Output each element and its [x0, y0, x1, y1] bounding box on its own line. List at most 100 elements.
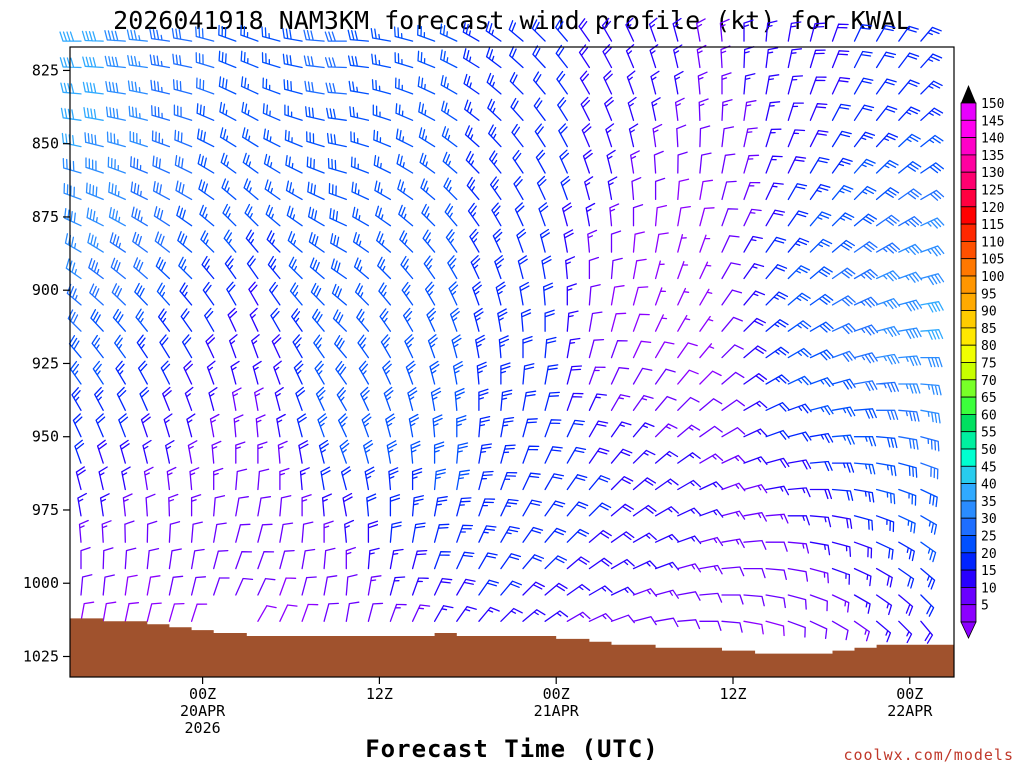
colorbar-label: 35 [981, 495, 997, 510]
wind-barb [632, 204, 644, 227]
wind-barb [200, 230, 215, 253]
wind-barb [831, 76, 851, 95]
colorbar-label: 5 [981, 599, 989, 614]
wind-barb [433, 468, 447, 491]
wind-barb [326, 132, 347, 148]
wind-barb [787, 541, 810, 554]
wind-barb [544, 336, 557, 359]
wind-barb [389, 548, 404, 570]
wind-barb [743, 512, 767, 522]
wind-barb [765, 620, 785, 637]
wind-barb [743, 19, 754, 42]
wind-barb [81, 30, 104, 42]
wind-barb [367, 575, 382, 596]
wind-barb [175, 180, 193, 201]
wind-barb [652, 123, 663, 148]
wind-barb [853, 541, 873, 559]
colorbar-label: 60 [981, 408, 997, 423]
wind-barb [88, 258, 104, 280]
wind-barb [654, 260, 665, 280]
wind-barb [721, 371, 745, 385]
wind-barb [898, 409, 920, 422]
wind-barb [721, 566, 745, 577]
wind-barb [190, 548, 205, 570]
wind-barb [336, 387, 347, 411]
wind-barb [326, 107, 347, 121]
wind-barb [809, 156, 830, 174]
colorbar-label: 40 [981, 478, 997, 493]
wind-barb [544, 309, 555, 332]
wind-barb [262, 103, 281, 121]
colorbar-bottom-arrow [960, 621, 977, 639]
wind-barb [721, 180, 737, 201]
wind-barb [676, 124, 687, 148]
wind-barb [168, 493, 179, 517]
wind-barb [439, 23, 458, 42]
wind-barb [809, 432, 834, 444]
wind-barb [205, 334, 216, 359]
wind-barb [171, 27, 193, 42]
wind-barb [180, 308, 193, 332]
wind-barb [522, 445, 540, 464]
wind-barb [211, 440, 222, 464]
wind-barb [787, 129, 806, 148]
wind-barb [411, 495, 424, 517]
wind-barb [898, 327, 922, 339]
wind-barb [920, 245, 945, 257]
wind-barb [449, 307, 460, 332]
wind-barb [345, 601, 360, 622]
wind-barb [276, 413, 286, 438]
wind-barb [145, 493, 156, 517]
wind-barb [898, 567, 915, 589]
wind-barb [674, 97, 685, 121]
wind-barb [367, 520, 379, 543]
wind-barb [831, 406, 856, 417]
wind-barb [536, 175, 547, 201]
wind-barb [262, 77, 281, 95]
wind-barb [566, 556, 590, 570]
wind-barb [208, 387, 218, 411]
wind-barb [566, 365, 583, 385]
wind-barb [610, 367, 630, 385]
wind-barb [257, 496, 272, 517]
wind-barb [219, 101, 237, 121]
colorbar-swatch [960, 362, 977, 381]
colorbar-swatch [960, 292, 977, 311]
wind-barb [115, 360, 126, 385]
wind-barb [516, 228, 527, 253]
wind-barb [588, 613, 613, 622]
wind-barb [177, 231, 193, 253]
wind-barb [424, 281, 436, 306]
wind-barb [875, 187, 900, 201]
wind-barb [172, 53, 193, 69]
wind-barb [441, 126, 458, 148]
wind-barb [400, 255, 414, 280]
wind-barb [809, 103, 828, 121]
wind-barb [765, 264, 788, 280]
wind-barb [456, 551, 475, 570]
wind-barb [721, 153, 736, 174]
x-tick-label: 00Z [896, 685, 923, 703]
wind-barb [578, 44, 591, 69]
wind-barb [673, 70, 684, 95]
wind-barb [337, 413, 348, 438]
wind-barb [699, 234, 711, 253]
wind-barb [920, 26, 942, 42]
wind-barb [699, 288, 713, 306]
wind-barb [134, 282, 148, 306]
wind-barb [632, 367, 653, 385]
wind-barb [364, 466, 375, 491]
wind-barb [743, 235, 763, 253]
colorbar-swatch [960, 206, 977, 225]
wind-barb [653, 150, 664, 174]
wind-barb [383, 386, 394, 411]
wind-barb [677, 369, 699, 385]
wind-barb [606, 149, 616, 174]
colorbar-swatch [960, 258, 977, 277]
wind-barb [522, 554, 545, 570]
wind-barb [124, 574, 138, 596]
wind-barb [82, 81, 104, 95]
wind-barb [366, 493, 377, 517]
wind-barb [143, 466, 154, 491]
colorbar-top-arrow [961, 85, 976, 103]
